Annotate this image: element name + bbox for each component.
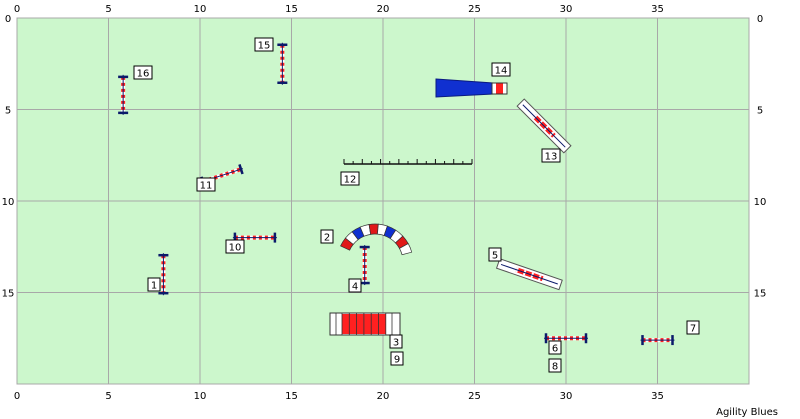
tunnel-segment xyxy=(368,223,379,235)
jump-7 xyxy=(640,335,675,346)
chute-barrel-stripe xyxy=(496,83,503,94)
number-box xyxy=(196,177,216,192)
x-tick-label-bottom: 15 xyxy=(285,391,298,402)
x-tick-label-top: 10 xyxy=(194,4,207,15)
number-text: 12 xyxy=(344,175,357,186)
x-tick-label-top: 5 xyxy=(105,4,111,15)
number-text: 1 xyxy=(151,281,157,292)
obstacle-number-16: 16 xyxy=(133,65,153,80)
obstacle-number-1: 1 xyxy=(147,277,161,292)
jump-1 xyxy=(158,253,169,296)
number-text: 6 xyxy=(552,344,558,355)
obstacle-number-13: 13 xyxy=(541,148,561,163)
number-box xyxy=(491,62,511,77)
obstacle-number-9: 9 xyxy=(390,351,404,366)
y-tick-label-left: 15 xyxy=(2,289,15,300)
x-tick-label-top: 0 xyxy=(14,4,20,15)
y-tick-label-right: 15 xyxy=(754,289,767,300)
number-text: 13 xyxy=(545,152,558,163)
obstacle-number-2: 2 xyxy=(320,229,334,244)
number-box xyxy=(488,247,502,262)
y-tick-label-right: 10 xyxy=(754,197,767,208)
number-box xyxy=(340,171,360,186)
spread-jump-13 xyxy=(516,98,572,154)
number-box xyxy=(389,334,403,349)
x-tick-label-top: 35 xyxy=(651,4,664,15)
number-box xyxy=(147,277,161,292)
obstacle-number-7: 7 xyxy=(686,320,700,335)
jump-15 xyxy=(277,42,288,85)
number-text: 5 xyxy=(492,251,498,262)
number-text: 2 xyxy=(324,233,330,244)
number-box xyxy=(320,229,334,244)
y-tick-label-right: 5 xyxy=(757,106,763,117)
number-text: 14 xyxy=(495,66,508,77)
number-text: 7 xyxy=(690,324,696,335)
jump-6 xyxy=(544,333,588,344)
number-box xyxy=(254,37,274,52)
x-tick-label-bottom: 5 xyxy=(105,391,111,402)
number-text: 9 xyxy=(394,355,400,366)
number-text: 8 xyxy=(552,362,558,373)
obstacle-number-5: 5 xyxy=(488,247,502,262)
obstacle-number-12: 12 xyxy=(340,171,360,186)
x-tick-label-bottom: 35 xyxy=(651,391,664,402)
number-box xyxy=(390,351,404,366)
x-tick-label-bottom: 30 xyxy=(560,391,573,402)
curved-tunnel-2 xyxy=(340,223,413,256)
number-text: 15 xyxy=(258,41,271,52)
a-frame-3 xyxy=(329,312,401,336)
x-tick-label-top: 15 xyxy=(285,4,298,15)
chute-tunnel-14 xyxy=(435,78,508,98)
number-box xyxy=(541,148,561,163)
number-box xyxy=(133,65,153,80)
brand-text: Agility Blues xyxy=(716,407,778,418)
x-tick-label-top: 20 xyxy=(377,4,390,15)
grid-lines xyxy=(16,17,750,385)
obstacle-number-4: 4 xyxy=(348,278,362,293)
obstacle-number-11: 11 xyxy=(196,177,216,192)
number-box xyxy=(548,358,562,373)
x-tick-label-bottom: 10 xyxy=(194,391,207,402)
number-box xyxy=(548,340,562,355)
number-box xyxy=(225,239,245,254)
number-text: 3 xyxy=(393,338,399,349)
obstacle-number-8: 8 xyxy=(548,358,562,373)
y-tick-label-left: 0 xyxy=(5,14,11,25)
measure-ruler-12 xyxy=(343,159,473,165)
x-tick-label-top: 25 xyxy=(468,4,481,15)
number-text: 11 xyxy=(200,181,213,192)
x-tick-label-top: 30 xyxy=(560,4,573,15)
y-tick-label-left: 10 xyxy=(2,197,15,208)
x-tick-label-bottom: 25 xyxy=(468,391,481,402)
obstacle-number-10: 10 xyxy=(225,239,245,254)
x-tick-label-bottom: 0 xyxy=(14,391,20,402)
spread-bar xyxy=(500,263,558,285)
obstacle-number-3: 3 xyxy=(389,334,403,349)
number-text: 10 xyxy=(229,243,242,254)
number-text: 16 xyxy=(137,69,150,80)
x-tick-label-bottom: 20 xyxy=(377,391,390,402)
tunnel-segment xyxy=(399,243,413,256)
spread-jump-5 xyxy=(495,258,563,291)
number-box xyxy=(686,320,700,335)
jump-post xyxy=(238,164,244,175)
jump-16 xyxy=(118,74,129,115)
y-tick-label-left: 5 xyxy=(5,106,11,117)
number-box xyxy=(348,278,362,293)
spread-bar xyxy=(522,104,566,148)
obstacle-number-6: 6 xyxy=(548,340,562,355)
jump-10 xyxy=(232,232,277,243)
y-tick-label-right: 0 xyxy=(757,14,763,25)
obstacle-number-14: 14 xyxy=(491,62,511,77)
number-text: 4 xyxy=(352,282,358,293)
obstacle-number-15: 15 xyxy=(254,37,274,52)
